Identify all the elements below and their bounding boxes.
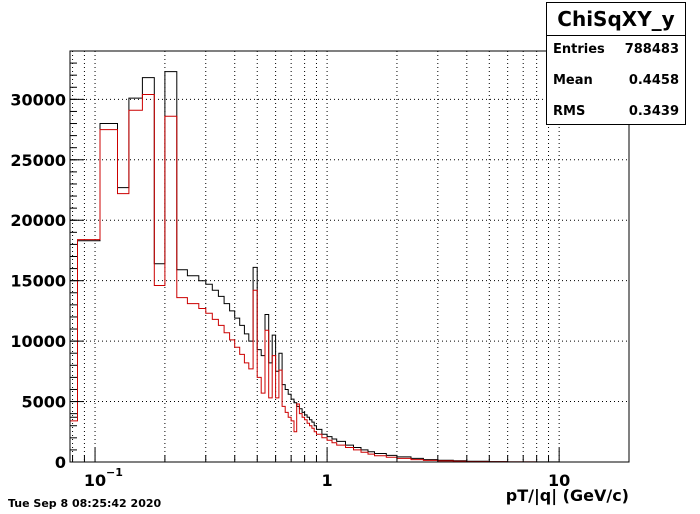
timestamp: Tue Sep 8 08:25:42 2020	[8, 497, 162, 510]
y-tick-label: 30000	[10, 90, 66, 109]
y-tick-label: 5000	[21, 393, 66, 412]
axes-ticks	[70, 50, 630, 463]
stats-title: ChiSqXY_y	[547, 3, 685, 36]
histogram-series	[69, 71, 578, 463]
x-axis-title: pT/|q| (GeV/c)	[506, 486, 629, 506]
stats-box: ChiSqXY_y Entries 788483 Mean 0.4458 RMS…	[546, 2, 686, 125]
x-tick-label: 10	[548, 471, 570, 490]
histogram-line	[69, 94, 578, 463]
stats-label: RMS	[553, 104, 586, 119]
x-tick-label: 10	[84, 471, 106, 490]
y-tick-label: 25000	[10, 151, 66, 170]
stats-label: Entries	[553, 42, 605, 57]
x-tick-label: 1	[322, 471, 333, 490]
y-tick-label: 15000	[10, 272, 66, 291]
stats-label: Mean	[553, 73, 593, 88]
stats-value: 0.3439	[628, 104, 679, 119]
histogram-line	[69, 71, 578, 463]
y-tick-label: 0	[55, 453, 66, 472]
y-tick-label: 20000	[10, 211, 66, 230]
stats-value: 0.4458	[628, 73, 679, 88]
y-tick-label: 10000	[10, 332, 66, 351]
stats-row-entries: Entries 788483	[553, 40, 679, 60]
x-tick-exponent: −1	[106, 466, 123, 479]
stats-value: 788483	[624, 42, 679, 57]
stats-row-mean: Mean 0.4458	[553, 71, 679, 91]
stats-row-rms: RMS 0.3439	[553, 102, 679, 122]
